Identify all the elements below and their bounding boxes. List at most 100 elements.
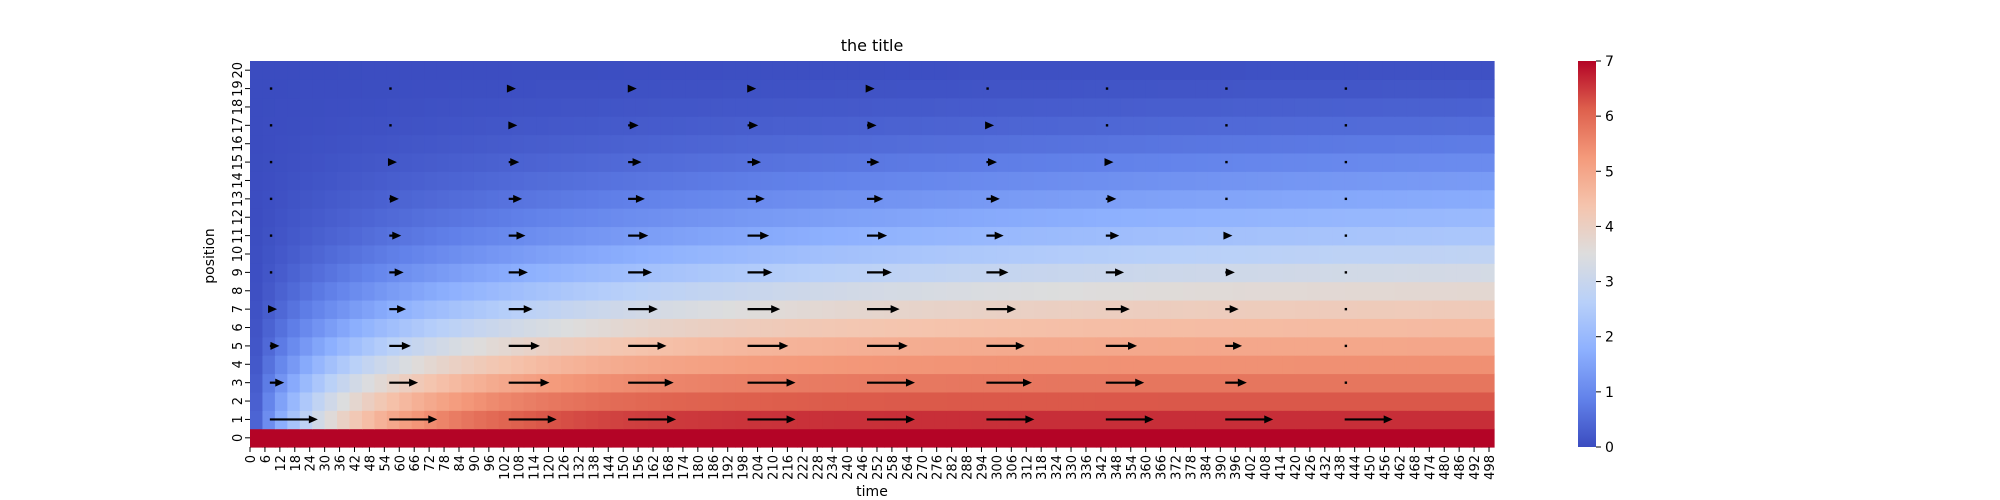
heatmap-cell: [262, 373, 276, 393]
heatmap-cell: [399, 152, 413, 172]
heatmap-cell: [349, 373, 363, 393]
x-tick-label: 162: [647, 455, 662, 480]
heatmap-cell: [872, 79, 886, 99]
heatmap-cell: [449, 336, 463, 356]
heatmap-cell: [1071, 355, 1085, 375]
heatmap-cell: [896, 61, 910, 80]
heatmap-cell: [1456, 226, 1470, 246]
heatmap-cell: [324, 189, 338, 209]
heatmap-cell: [1108, 428, 1122, 448]
heatmap-cell: [585, 79, 599, 99]
heatmap-cell: [1083, 61, 1097, 80]
heatmap-cell: [1382, 134, 1396, 154]
heatmap-cell: [1095, 226, 1109, 246]
heatmap-cell: [1071, 116, 1085, 136]
heatmap-cell: [809, 61, 823, 80]
heatmap-cell: [896, 116, 910, 136]
heatmap-cell: [1369, 299, 1383, 319]
quiver-arrow-head: [882, 268, 892, 277]
heatmap-cell: [996, 318, 1010, 338]
heatmap-cell: [884, 226, 898, 246]
heatmap-cell: [1369, 244, 1383, 264]
heatmap-cell: [722, 79, 736, 99]
heatmap-cell: [1058, 373, 1072, 393]
heatmap-cell: [411, 391, 425, 411]
heatmap-cell: [598, 244, 612, 264]
heatmap-cell: [536, 171, 550, 191]
x-tick-label: 264: [901, 455, 916, 480]
heatmap-cell: [436, 373, 450, 393]
heatmap-cell: [834, 244, 848, 264]
heatmap-cell: [361, 281, 375, 301]
heatmap-cell: [859, 299, 873, 319]
heatmap-cell: [1382, 208, 1396, 228]
heatmap-cell: [287, 226, 301, 246]
heatmap-cell: [859, 281, 873, 301]
heatmap-cell: [760, 318, 774, 338]
heatmap-cell: [1382, 226, 1396, 246]
heatmap-cell: [1294, 410, 1308, 430]
x-tick-label: 102: [498, 455, 513, 480]
heatmap-cell: [337, 208, 351, 228]
heatmap-cell: [772, 281, 786, 301]
heatmap-cell: [1344, 244, 1358, 264]
quiver-arrow-dot: [986, 87, 989, 90]
colorbar-tick-label: 2: [1605, 330, 1614, 346]
heatmap-cell: [934, 299, 948, 319]
heatmap-cell: [324, 336, 338, 356]
heatmap-cell: [1394, 226, 1408, 246]
heatmap-cell: [349, 226, 363, 246]
heatmap-cell: [337, 244, 351, 264]
heatmap-cell: [1294, 299, 1308, 319]
heatmap-cell: [1195, 336, 1209, 356]
heatmap-cell: [536, 281, 550, 301]
heatmap-cell: [1431, 134, 1445, 154]
heatmap-cell: [1382, 373, 1396, 393]
heatmap-cell: [610, 208, 624, 228]
heatmap-cell: [374, 355, 388, 375]
heatmap-cell: [262, 116, 276, 136]
heatmap-cell: [250, 208, 264, 228]
heatmap-cell: [324, 61, 338, 80]
heatmap-cell: [461, 189, 475, 209]
heatmap-cell: [959, 79, 973, 99]
heatmap-cell: [1120, 208, 1134, 228]
heatmap-cell: [1058, 152, 1072, 172]
heatmap-cell: [648, 134, 662, 154]
heatmap-cell: [1207, 134, 1221, 154]
heatmap-cell: [648, 79, 662, 99]
heatmap-cell: [710, 428, 724, 448]
heatmap-cell: [1270, 152, 1284, 172]
heatmap-cell: [1170, 336, 1184, 356]
heatmap-cell: [561, 134, 575, 154]
heatmap-cell: [1033, 152, 1047, 172]
heatmap-cell: [585, 152, 599, 172]
heatmap-cell: [660, 61, 674, 80]
heatmap-cell: [896, 171, 910, 191]
heatmap-cell: [411, 263, 425, 283]
heatmap-cell: [847, 134, 861, 154]
heatmap-cell: [1419, 281, 1433, 301]
heatmap-cell: [473, 171, 487, 191]
heatmap-cell: [1456, 428, 1470, 448]
heatmap-cell: [598, 428, 612, 448]
quiver-arrow-head: [749, 121, 759, 130]
heatmap-cell: [1394, 410, 1408, 430]
heatmap-cell: [1145, 152, 1159, 172]
heatmap-cell: [971, 134, 985, 154]
quiver-arrow-dot: [389, 87, 392, 90]
heatmap-cell: [324, 428, 338, 448]
heatmap-cell: [1369, 152, 1383, 172]
heatmap-cell: [424, 244, 438, 264]
heatmap-cell: [921, 116, 935, 136]
heatmap-cell: [1095, 171, 1109, 191]
heatmap-cell: [909, 263, 923, 283]
heatmap-cell: [1357, 428, 1371, 448]
heatmap-cell: [760, 428, 774, 448]
heatmap-cell: [1232, 428, 1246, 448]
heatmap-cell: [473, 391, 487, 411]
heatmap-cell: [1456, 97, 1470, 117]
heatmap-cell: [299, 189, 313, 209]
quiver-arrow-head: [751, 158, 761, 167]
quiver-arrow-head: [1383, 415, 1393, 424]
